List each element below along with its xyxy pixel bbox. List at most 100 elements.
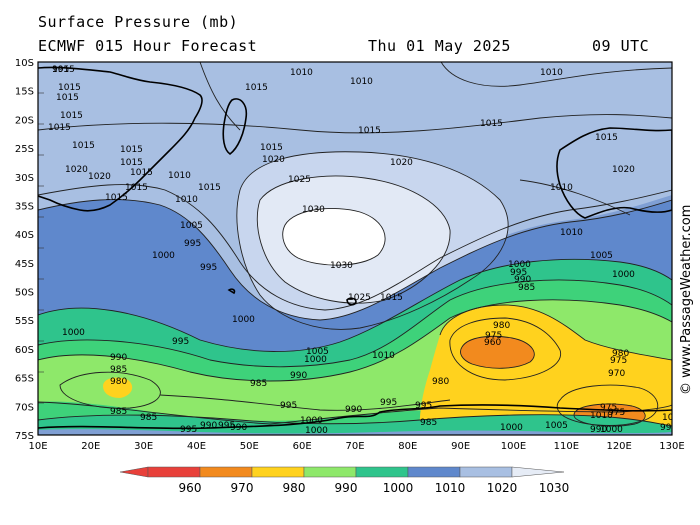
isobar-label: 995: [200, 263, 217, 273]
isobar-label: 1015: [120, 145, 143, 155]
pressure-legend: 960 970 980 990 1000 1010 1020 1030: [119, 466, 570, 495]
lat-label: 50S: [15, 288, 34, 299]
legend-value: 1030: [539, 481, 570, 495]
grid-ticks: [38, 92, 44, 404]
isobar-label: 1030: [330, 261, 353, 271]
isobar-label: 1030: [302, 205, 325, 215]
isobar-label: 1000: [100, 452, 123, 462]
isobar-label: 1005: [545, 421, 568, 431]
lon-label: 60E: [293, 441, 312, 452]
lon-label: 10E: [28, 441, 47, 452]
band-south-coast: [38, 414, 672, 435]
isobar-label: 1010: [105, 437, 128, 447]
kerguelen-island: [346, 297, 357, 306]
legend-arrow-low: [119, 466, 149, 478]
lon-label: 20E: [81, 441, 100, 452]
isobar-label: 990: [345, 405, 362, 415]
isobar-label: 1010: [372, 351, 395, 361]
lat-label: 30S: [15, 173, 34, 184]
legend-arrow-high: [511, 466, 565, 478]
legend-value: 990: [335, 481, 358, 495]
isobar-label: 980: [110, 377, 127, 387]
isobar-label: 995: [218, 421, 235, 431]
isobar-label: 1025: [288, 175, 311, 185]
forecast-date: Thu 01 May 2025: [368, 37, 511, 55]
coastlines: [38, 66, 672, 430]
isobar-label: 1015: [595, 133, 618, 143]
isobar-label: 1015: [358, 126, 381, 136]
isobar-label: 985: [140, 413, 157, 423]
legend-swatch: [199, 466, 253, 478]
isobar-label: 995: [510, 268, 527, 278]
legend-value: 960: [179, 481, 202, 495]
isobar-label: 995: [180, 425, 197, 435]
isobar-label: 970: [608, 369, 625, 379]
credit-text: © www.PassageWeather.com: [679, 205, 694, 395]
lat-label: 60S: [15, 345, 34, 356]
lat-label: 10S: [15, 58, 34, 69]
legend-value: 970: [231, 481, 254, 495]
legend-swatch: [303, 466, 357, 478]
lat-label: 20S: [15, 115, 34, 126]
isobar-label: 1010: [490, 48, 513, 58]
isobar-label: 1020: [65, 165, 88, 175]
isobar-label: 1015: [125, 183, 148, 193]
isobar-label: 1010: [350, 77, 373, 87]
isobar-label: 990: [110, 353, 127, 363]
isobar-label: 1015: [260, 143, 283, 153]
lon-label: 110E: [554, 441, 579, 452]
legend-swatch: [147, 466, 201, 478]
legend-value: 980: [283, 481, 306, 495]
isobar-label: 1005: [210, 448, 233, 458]
isobar-label: 1010: [540, 68, 563, 78]
isobar-label: 1005: [590, 251, 613, 261]
isobar-label: 1015: [52, 65, 75, 75]
lon-label: 90E: [451, 441, 470, 452]
forecast-subtitle: ECMWF 015 Hour Forecast: [38, 37, 258, 55]
isobar-label: 1015: [60, 111, 83, 121]
madagascar-coast: [222, 98, 248, 155]
latitude-axis: 10S 15S 20S 25S 30S 35S 40S 45S 50S 55S 60S 65S 70S 7…: [15, 58, 34, 442]
isobar-label: 1015: [198, 183, 221, 193]
isobar-label: 985: [110, 365, 127, 375]
isobar-label: 1015: [48, 123, 71, 133]
lat-label: 65S: [15, 374, 34, 385]
lat-label: 45S: [15, 259, 34, 270]
isobar-label: 1005: [70, 452, 93, 462]
lat-label: 15S: [15, 87, 34, 98]
legend-swatch: [251, 466, 305, 478]
isobar-label: 1015: [245, 83, 268, 93]
isobar-label: 1000: [62, 328, 85, 338]
lon-label: 130E: [659, 441, 684, 452]
isobar-label: 960: [484, 338, 501, 348]
isobar-label: 980: [432, 377, 449, 387]
isobar-label: 995: [415, 401, 432, 411]
lon-label: 70E: [345, 441, 364, 452]
isobar-label: 985: [518, 283, 535, 293]
isobar-label: 1000: [600, 425, 623, 435]
isobar-label: 980: [493, 321, 510, 331]
isobar-label: 990: [200, 421, 217, 431]
isobar-label: 990: [514, 275, 531, 285]
lon-label: 80E: [398, 441, 417, 452]
band-980-990-west: [103, 377, 133, 398]
isobar-label: 1010: [590, 411, 613, 421]
isobar-label: 1000: [152, 251, 175, 261]
isobar-label: 1015: [130, 168, 153, 178]
isobar-label: 995: [160, 435, 177, 445]
isobar-label: 995: [280, 401, 297, 411]
lat-label: 75S: [15, 431, 34, 442]
isobar-label: 1015: [72, 141, 95, 151]
isobar-label: 1000: [300, 416, 323, 426]
lon-label: 120E: [606, 441, 631, 452]
isobar-label: 990: [48, 443, 65, 453]
map-title: Surface Pressure (mb): [38, 13, 239, 31]
isobar-label: 990: [290, 371, 307, 381]
isobar-label: 985: [420, 418, 437, 428]
lon-label: 40E: [187, 441, 206, 452]
longitude-axis: 10E 20E 30E 40E 50E 60E 70E 80E 90E 100E 110E 120E 1…: [28, 441, 684, 452]
lat-label: 40S: [15, 230, 34, 241]
forecast-time: 09 UTC: [592, 37, 650, 55]
lat-label: 35S: [15, 201, 34, 212]
lon-label: 100E: [501, 441, 526, 452]
